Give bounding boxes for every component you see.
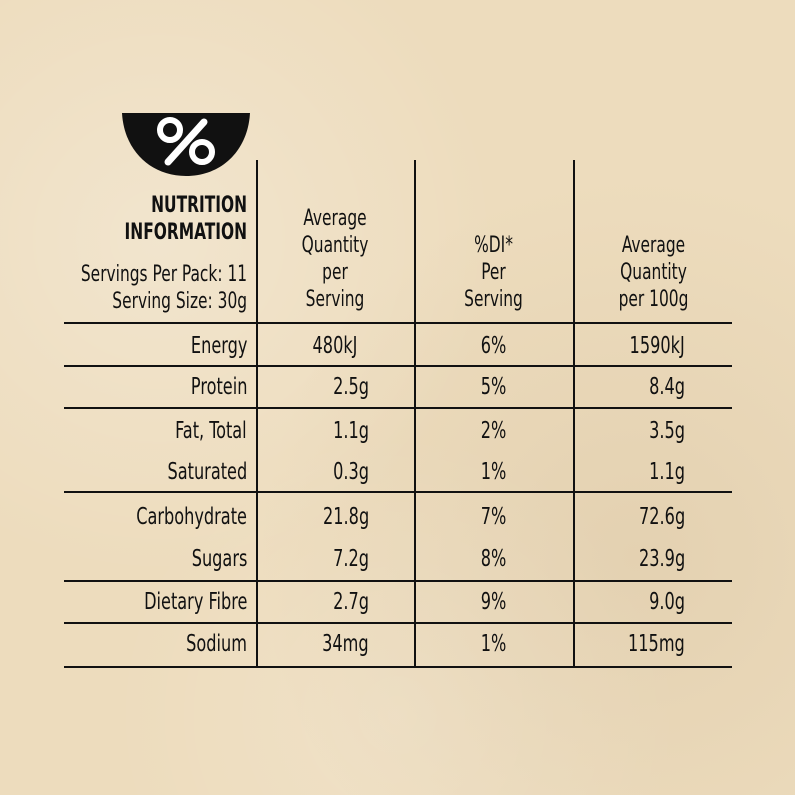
header-daily-intake: %DI* Per Serving: [464, 233, 523, 312]
nutrient-label: Sugars: [191, 546, 247, 572]
per-serving-value: 2.7g: [333, 589, 369, 615]
per-100g-value: 1.1g: [649, 459, 685, 485]
per-serving-value: 1.1g: [333, 418, 369, 444]
per-serving-value: 34mg: [322, 631, 369, 657]
per-serving-value: 480kJ: [312, 333, 358, 359]
daily-intake-value: 1%: [480, 631, 507, 657]
per-100g-value: 3.5g: [649, 418, 685, 444]
header-per-serving: Average Quantity per Serving: [301, 206, 369, 312]
per-100g-value: 23.9g: [638, 546, 685, 572]
row-divider: [64, 622, 732, 624]
row-divider: [64, 666, 732, 668]
row-divider: [64, 407, 732, 409]
row-divider: [64, 580, 732, 582]
per-serving-value: 21.8g: [322, 504, 369, 530]
nutrient-label: Saturated: [167, 459, 247, 485]
daily-intake-value: 6%: [480, 333, 507, 359]
percent-bowl-icon: [122, 113, 250, 176]
row-divider: [64, 491, 732, 493]
per-serving-value: 0.3g: [333, 459, 369, 485]
row-divider: [64, 365, 732, 367]
panel-title: NUTRITION INFORMATION: [124, 193, 247, 245]
per-100g-value: 72.6g: [638, 504, 685, 530]
per-100g-value: 1590kJ: [629, 333, 685, 359]
servings-info: Servings Per Pack: 11 Serving Size: 30g: [80, 262, 247, 314]
daily-intake-value: 9%: [480, 589, 507, 615]
column-divider: [256, 160, 258, 668]
per-100g-value: 9.0g: [649, 589, 685, 615]
column-divider: [414, 160, 416, 668]
header-per-100g: Average Quantity per 100g: [618, 233, 689, 312]
nutrient-label: Carbohydrate: [136, 504, 247, 530]
daily-intake-value: 2%: [480, 418, 507, 444]
nutrient-label: Protein: [190, 374, 247, 400]
daily-intake-value: 7%: [480, 504, 507, 530]
daily-intake-value: 5%: [480, 374, 507, 400]
nutrient-label: Energy: [190, 333, 247, 359]
per-100g-value: 8.4g: [649, 374, 685, 400]
daily-intake-value: 1%: [480, 459, 507, 485]
nutrient-label: Dietary Fibre: [143, 589, 247, 615]
daily-intake-value: 8%: [480, 546, 507, 572]
per-serving-value: 7.2g: [333, 546, 369, 572]
nutrient-label: Fat, Total: [175, 418, 247, 444]
column-divider: [573, 160, 575, 668]
nutrient-label: Sodium: [186, 631, 247, 657]
row-divider: [64, 322, 732, 324]
per-serving-value: 2.5g: [333, 374, 369, 400]
per-100g-value: 115mg: [628, 631, 685, 657]
